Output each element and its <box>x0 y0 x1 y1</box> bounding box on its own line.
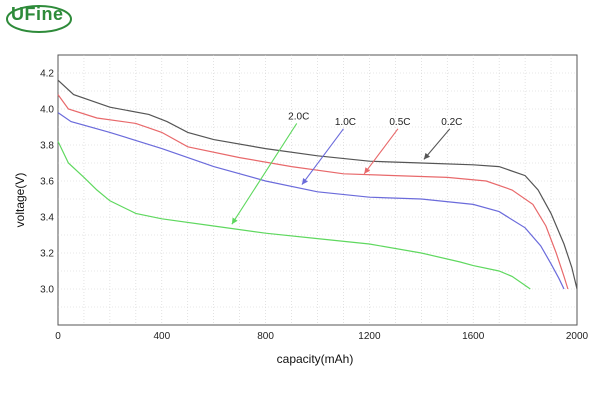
annotation-label-2-0C: 2.0C <box>288 111 309 122</box>
chart-series <box>57 79 578 290</box>
x-tick-label: 2000 <box>566 331 589 342</box>
arrow-0-5C <box>363 128 399 175</box>
y-tick-label: 3.8 <box>40 141 54 152</box>
y-tick-label: 4.0 <box>40 105 54 116</box>
annotation-label-1-0C: 1.0C <box>335 117 356 128</box>
series-line-1-0C <box>57 112 565 290</box>
x-tick-labels: 0 400 800 1200 1600 2000 <box>55 331 588 342</box>
y-axis-label: voltage(V) <box>13 173 27 228</box>
chart-annotations: 2.0C 1.0C 0.5C 0.2C <box>231 111 462 225</box>
arrowhead-icon <box>231 217 238 225</box>
series-line-0-5C <box>57 94 569 290</box>
arrow-2-0C <box>231 123 298 225</box>
y-tick-labels: 3.0 3.2 3.4 3.6 3.8 4.0 4.2 <box>40 69 54 296</box>
logo-text: UFine <box>11 4 64 24</box>
series-line-2-0C <box>57 141 531 290</box>
logo-ring-icon <box>6 5 72 33</box>
ufine-logo <box>6 5 72 33</box>
y-tick-label: 4.2 <box>40 69 54 80</box>
x-tick-label: 800 <box>257 331 274 342</box>
x-tick-label: 0 <box>55 331 61 342</box>
y-tick-label: 3.0 <box>40 285 54 296</box>
y-tick-label: 3.2 <box>40 249 54 260</box>
y-tick-label: 3.4 <box>40 213 54 224</box>
x-tick-label: 400 <box>153 331 170 342</box>
annotation-label-0-5C: 0.5C <box>389 117 410 128</box>
series-line-0-2C <box>57 79 578 290</box>
annotation-label-0-2C: 0.2C <box>441 117 462 128</box>
arrow-0-2C <box>423 128 451 160</box>
x-axis-label: capacity(mAh) <box>277 352 354 366</box>
arrowhead-icon <box>364 167 371 174</box>
x-tick-label: 1600 <box>462 331 485 342</box>
arrowhead-icon <box>301 177 308 185</box>
arrow-1-0C <box>301 128 344 185</box>
chart-grid <box>58 55 577 325</box>
y-tick-label: 3.6 <box>40 177 54 188</box>
arrowhead-icon <box>423 152 431 160</box>
x-tick-label: 1200 <box>358 331 381 342</box>
